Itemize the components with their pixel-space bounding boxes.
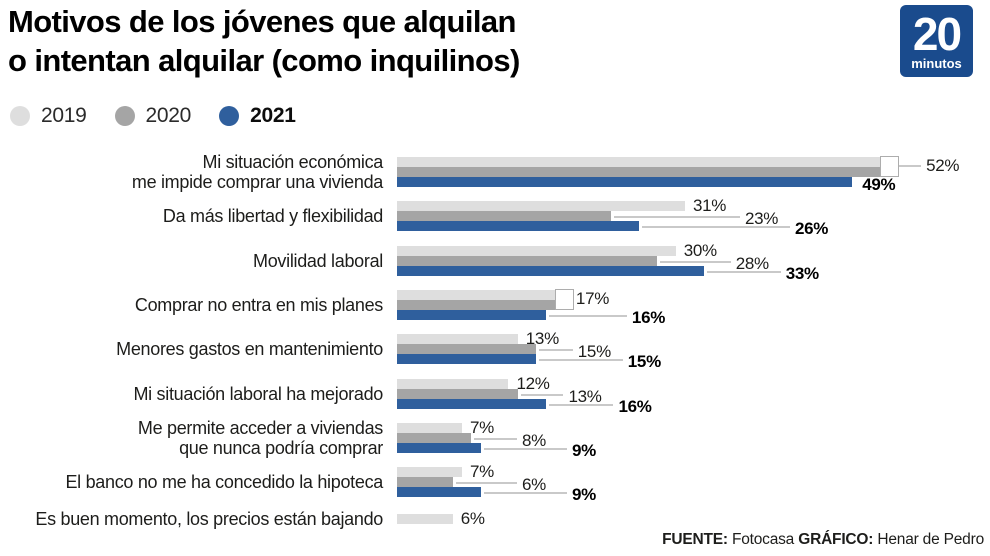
- legend-item-2020: 2020: [114, 104, 192, 128]
- credits: FUENTE: Fotocasa GRÁFICO: Henar de Pedro: [662, 531, 984, 549]
- category-label-row9: Es buen momento, los precios están bajan…: [35, 509, 383, 529]
- bar-2019-row4: [397, 290, 555, 300]
- legend-label-2020: 2020: [145, 104, 192, 127]
- bar-2020-row4: [397, 300, 555, 310]
- category-label-row1: Mi situación económica me impide comprar…: [131, 152, 383, 192]
- title-line-2: o intentan alquilar (como inquilinos): [8, 43, 520, 78]
- page-title: Motivos de los jóvenes que alquilan o in…: [8, 2, 520, 80]
- connector-line: [474, 438, 518, 440]
- value-label-2021-row5: 15%: [627, 352, 661, 371]
- bar-2019-row1: [397, 157, 881, 167]
- logo-number: 20: [912, 7, 962, 60]
- connector-line: [539, 349, 573, 351]
- value-label-2019-row5: 13%: [525, 329, 559, 348]
- connector-line: [613, 216, 740, 218]
- value-label-2020-row6: 13%: [568, 387, 602, 406]
- value-label-2019-2020-row4: 17%: [575, 289, 610, 308]
- value-label-2021-row7: 9%: [572, 441, 596, 460]
- bar-2020-row1: [397, 167, 881, 177]
- connector-line: [483, 492, 568, 494]
- bar-2019-row3: [397, 246, 676, 256]
- value-label-2021-row1: 49%: [862, 175, 896, 194]
- bar-2021-row4: [397, 310, 546, 320]
- legend-label-2021: 2021: [250, 104, 296, 127]
- graphic-value: Henar de Pedro: [873, 531, 984, 548]
- value-label-2019-row6: 12%: [516, 374, 550, 393]
- value-label-2020-row2: 23%: [744, 209, 779, 228]
- bar-2020-row6: [397, 389, 518, 399]
- category-label-row8: El banco no me ha concedido la hipoteca: [65, 472, 383, 492]
- bar-2021-row6: [397, 399, 546, 409]
- bar-2021-row7: [397, 443, 481, 453]
- connector-line: [641, 226, 790, 228]
- connector-line: [483, 448, 568, 450]
- bar-2020-row5: [397, 344, 537, 354]
- connector-line: [706, 271, 781, 273]
- connector-line: [660, 261, 731, 263]
- value-label-2019-row7: 7%: [470, 418, 494, 437]
- legend-item-2019: 2019: [10, 104, 87, 128]
- bar-2020-row7: [397, 433, 472, 443]
- connector-line: [455, 482, 518, 484]
- bar-2021-row1: [397, 177, 853, 187]
- value-label-2021-row6: 16%: [618, 397, 652, 416]
- title-line-1: Motivos de los jóvenes que alquilan: [8, 4, 516, 39]
- connector-line: [548, 404, 614, 406]
- value-label-2019-row2: 31%: [692, 196, 727, 215]
- source-label: FUENTE:: [662, 531, 728, 548]
- equal-value-bracket: [554, 289, 574, 310]
- value-label-2019-2020-row1: 52%: [926, 156, 960, 175]
- bar-2021-row3: [397, 266, 704, 276]
- category-label-row7: Me permite acceder a viviendas que nunca…: [137, 418, 383, 458]
- value-label-2021-row8: 9%: [572, 485, 596, 504]
- category-label-row5: Menores gastos en mantenimiento: [116, 339, 383, 359]
- bar-2019-row6: [397, 379, 509, 389]
- bar-2019-row8: [397, 467, 463, 477]
- bar-2021-row2: [397, 221, 639, 231]
- category-label-row2: Da más libertad y flexibilidad: [162, 206, 383, 226]
- value-label-2020-row5: 15%: [577, 342, 611, 361]
- bar-2019-row2: [397, 201, 685, 211]
- value-label-2019-row8: 7%: [470, 462, 494, 481]
- bar-2021-row8: [397, 487, 481, 497]
- value-label-2020-row8: 6%: [522, 475, 546, 494]
- bar-2020-row3: [397, 256, 658, 266]
- legend-label-2019: 2019: [41, 104, 87, 127]
- connector-line: [899, 165, 922, 167]
- bar-2021-row5: [397, 354, 537, 364]
- legend-dot-2020: [114, 106, 135, 126]
- logo-20minutos: 20 minutos: [900, 5, 973, 77]
- value-label-2019-row9: 6%: [460, 509, 485, 528]
- bar-2019-row7: [397, 423, 463, 433]
- value-label-2021-row2: 26%: [794, 219, 829, 238]
- bar-2019-row5: [397, 334, 518, 344]
- category-label-row4: Comprar no entra en mis planes: [134, 295, 383, 315]
- source-value: Fotocasa: [727, 531, 799, 548]
- chart-legend: 2019 2020 2021: [10, 104, 296, 128]
- equal-value-bracket: [880, 156, 900, 177]
- category-label-row3: Movilidad laboral: [253, 251, 383, 271]
- legend-dot-2021: [219, 106, 240, 126]
- graphic-label: GRÁFICO:: [798, 531, 874, 548]
- connector-line: [548, 315, 627, 317]
- bar-2020-row8: [397, 477, 453, 487]
- connector-line: [520, 394, 564, 396]
- value-label-2020-row3: 28%: [735, 254, 769, 273]
- value-label-2021-row3: 33%: [785, 264, 819, 283]
- bar-2019-row9: [397, 514, 453, 524]
- legend-item-2021: 2021: [219, 104, 296, 128]
- value-label-2020-row7: 8%: [522, 431, 546, 450]
- value-label-2019-row3: 30%: [683, 241, 717, 260]
- bar-2020-row2: [397, 211, 611, 221]
- legend-dot-2019: [10, 106, 30, 126]
- category-label-row6: Mi situación laboral ha mejorado: [133, 384, 383, 404]
- connector-line: [539, 359, 623, 361]
- value-label-2021-row4: 16%: [631, 308, 666, 327]
- logo-wordmark: minutos: [911, 55, 962, 71]
